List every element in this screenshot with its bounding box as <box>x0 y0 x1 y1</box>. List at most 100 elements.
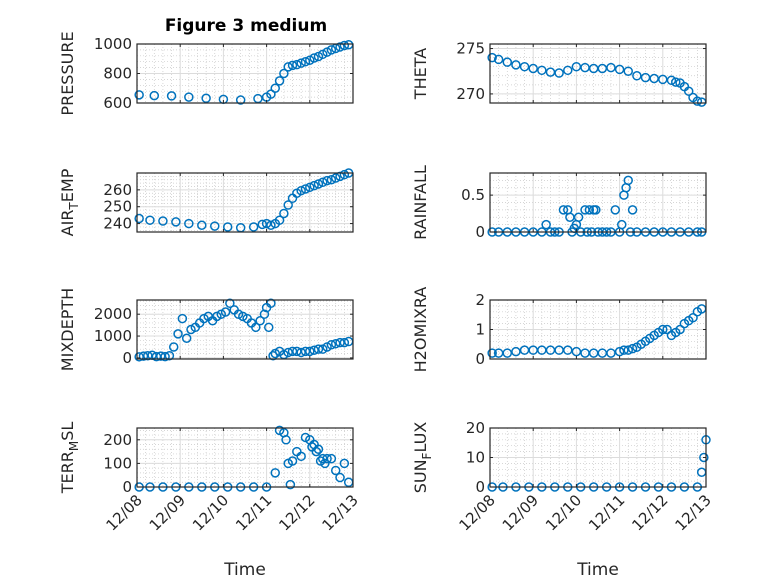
chart-mixdepth-point <box>181 333 192 343</box>
chart-terr_msl-point <box>335 472 345 483</box>
chart-air_temp-point <box>322 175 332 186</box>
chart-pressure-point <box>326 45 337 55</box>
chart-mixdepth-point <box>264 322 274 333</box>
chart-sun_flux-xtick-label: 12/12 <box>628 491 671 534</box>
chart-theta-point <box>614 64 625 75</box>
chart-theta-point <box>623 66 633 76</box>
chart-h2omixra-point <box>511 346 521 357</box>
chart-terr_msl-point <box>313 444 324 454</box>
chart-pressure-point <box>292 59 302 70</box>
chart-terr_msl-xtick-label: 12/13 <box>319 491 362 534</box>
chart-pressure-point <box>335 42 345 52</box>
chart-pressure-point <box>279 68 289 79</box>
chart-pressure-ylabel: PRESSURE <box>58 31 77 115</box>
chart-air_temp-ytick-label: 260 <box>103 181 132 199</box>
chart-terr_msl-axes-box <box>136 427 354 488</box>
chart-air_temp-point <box>330 173 341 183</box>
chart-theta-plot-area <box>490 44 706 103</box>
chart-theta-point <box>519 61 530 72</box>
chart-terr_msl-point <box>320 458 330 469</box>
chart-theta-point <box>554 68 564 78</box>
chart-air_temp-point <box>279 208 289 219</box>
chart-theta-ytick-label: 275 <box>456 40 485 58</box>
chart-mixdepth-point <box>134 352 144 362</box>
chart-mixdepth-point <box>330 338 341 349</box>
chart-mixdepth-point <box>335 337 345 348</box>
chart-air_temp-point <box>222 222 233 232</box>
chart-sun_flux-point <box>699 452 709 463</box>
chart-mixdepth-point <box>300 346 311 357</box>
chart-terr_msl-ytick-label: 100 <box>103 454 132 472</box>
chart-terr_msl-point <box>330 465 341 476</box>
chart-pressure-point <box>309 53 319 63</box>
chart-mixdepth-point <box>251 322 261 333</box>
chart-mixdepth-point <box>296 347 306 358</box>
chart-rainfall-point <box>584 205 595 215</box>
chart-rainfall-point <box>623 175 633 186</box>
chart-air_temp-point <box>318 177 328 188</box>
chart-air_temp-point <box>266 220 276 231</box>
chart-rainfall-ytick-label: 0 <box>475 223 485 241</box>
chart-terr_msl-point <box>322 453 332 464</box>
chart-theta-ytick-label: 270 <box>456 85 485 103</box>
chart-pressure-point <box>184 92 194 102</box>
chart-air_temp-point <box>309 180 319 191</box>
chart-terr_msl-xtick-label: 12/12 <box>275 491 318 534</box>
chart-theta-point <box>487 52 497 63</box>
chart-air_temp-point <box>171 217 181 227</box>
chart-rainfall-point <box>591 205 601 215</box>
chart-terr_msl-xtick-label: 12/11 <box>232 491 275 534</box>
chart-sun_flux-xtick-label: 12/13 <box>672 491 715 534</box>
chart-terr_msl-ytick-label: 200 <box>103 431 132 449</box>
chart-mixdepth-point <box>313 344 324 354</box>
chart-h2omixra-point <box>606 348 616 358</box>
chart-terr_msl-ytick-label: 0 <box>122 478 132 496</box>
chart-theta-point <box>683 86 694 96</box>
chart-h2omixra-point <box>571 346 582 357</box>
chart-air_temp-point <box>248 222 259 232</box>
chart-h2omixra-point <box>619 345 629 355</box>
chart-pressure-point <box>287 60 298 71</box>
chart-rainfall-ylabel: RAINFALL <box>411 165 430 240</box>
chart-theta-point <box>666 75 677 86</box>
chart-pressure-point <box>270 83 280 93</box>
chart-mixdepth-point <box>339 337 350 348</box>
chart-air_temp-point <box>300 184 311 194</box>
chart-theta: 270 275 THETA <box>411 40 707 107</box>
chart-sun_flux-xlabel: Time <box>576 560 619 580</box>
chart-air_temp-point <box>274 215 285 225</box>
chart-h2omixra-point <box>627 343 638 354</box>
chart-mixdepth: 0 1000 2000 MIXDEPTH <box>58 288 354 371</box>
chart-pressure-point <box>235 95 246 105</box>
chart-h2omixra-point <box>563 345 573 355</box>
chart-h2omixra: 0 1 2 H2OMIXRA <box>411 287 707 372</box>
chart-sun_flux-xtick-label: 12/08 <box>456 491 499 534</box>
chart-mixdepth-ytick-label: 2000 <box>94 305 132 323</box>
chart-mixdepth-ytick-label: 1000 <box>94 327 132 345</box>
chart-terr_msl-point <box>285 479 296 490</box>
chart-terr_msl-ylabel: TERRMSL <box>58 422 81 495</box>
chart-sun_flux-ytick-label: 0 <box>475 478 485 496</box>
chart-h2omixra-ytick-label: 0 <box>475 350 485 368</box>
chart-rainfall-point <box>617 219 627 230</box>
chart-terr_msl: 0 100 200 12/08 12/09 12/10 12/11 12/12 12/13 TER… <box>58 422 362 580</box>
chart-pressure-point <box>300 56 311 67</box>
chart-air_temp-point <box>134 213 144 224</box>
chart-sun_flux: 0 10 20 12/08 12/09 12/10 12/11 12/12 12/13 SUNFL… <box>411 419 715 580</box>
chart-mixdepth-point <box>173 329 183 339</box>
chart-terr_msl-point <box>339 458 350 469</box>
chart-sun_flux-ytick-label: 10 <box>466 449 485 467</box>
chart-h2omixra-point <box>502 348 513 358</box>
chart-pressure-point <box>134 90 144 100</box>
chart-pressure-point <box>201 93 211 104</box>
chart-pressure-ytick-label: 1000 <box>94 35 132 53</box>
chart-pressure-point <box>283 62 293 72</box>
chart-mixdepth-point <box>266 298 276 309</box>
chart-terr_msl-plot-area <box>137 428 353 487</box>
chart-air_temp-ytick-label: 240 <box>103 215 132 233</box>
chart-sun_flux-ytick-label: 20 <box>466 419 485 437</box>
figure-title: Figure 3 medium <box>165 16 327 36</box>
chart-terr_msl-xlabel: Time <box>223 560 266 580</box>
